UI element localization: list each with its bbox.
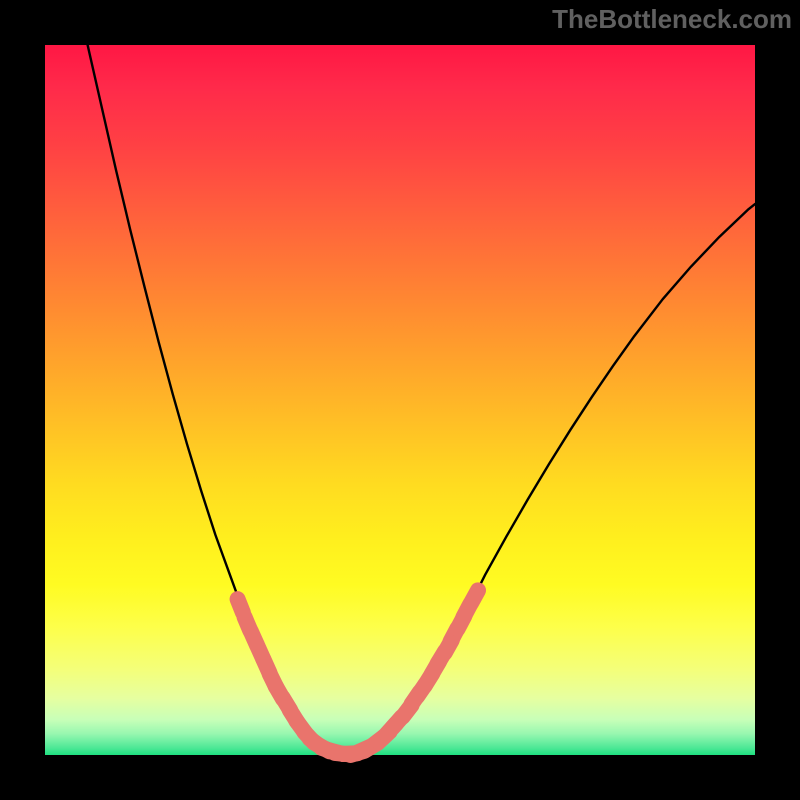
marker <box>471 590 478 603</box>
plot-background <box>45 45 755 755</box>
bottleneck-chart: TheBottleneck.com <box>0 0 800 800</box>
watermark-text: TheBottleneck.com <box>552 4 792 34</box>
